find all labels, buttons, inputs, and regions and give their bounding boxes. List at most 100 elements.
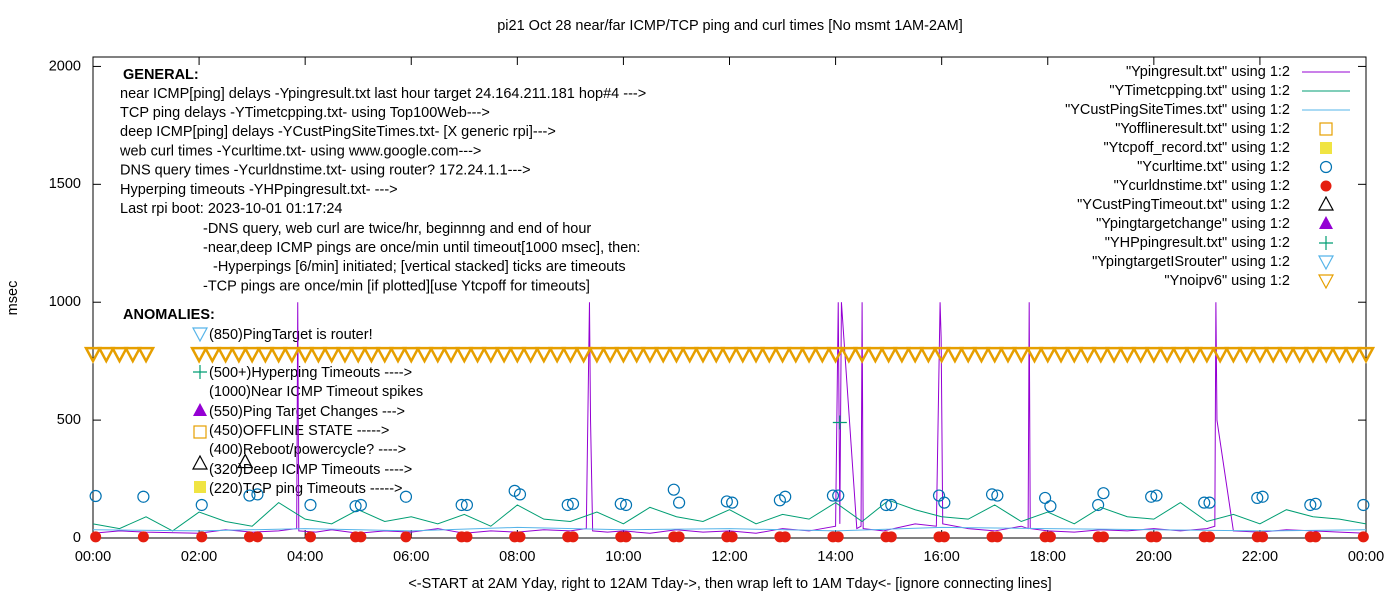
series — [237, 453, 254, 469]
legend: "Ypingresult.txt" using 1:2 "YTimetcpping… — [1065, 64, 1350, 290]
data-point — [693, 346, 713, 364]
legend-swatch — [1320, 180, 1332, 192]
data-point — [680, 346, 699, 364]
annotation: (550)Ping Target Changes ---> — [209, 404, 405, 420]
data-line — [92, 499, 1367, 532]
data-point — [1357, 531, 1369, 543]
annotation: -Hyperpings [6/min] initiated; [vertical… — [213, 259, 626, 275]
legend-swatch — [1320, 142, 1332, 154]
data-point — [826, 346, 845, 364]
data-point — [1012, 346, 1031, 364]
data-point — [938, 496, 951, 509]
data-point — [726, 531, 738, 543]
data-point — [1330, 346, 1349, 364]
data-point — [1038, 491, 1052, 505]
x-tick-label: 00:00 — [1348, 549, 1384, 565]
x-axis-label: <-START at 2AM Yday, right to 12AM Tday-… — [408, 576, 1051, 592]
data-point — [919, 346, 938, 364]
data-point — [733, 346, 752, 364]
x-tick-label: 16:00 — [924, 549, 960, 565]
data-point — [932, 346, 951, 364]
annotation: (320)Deep ICMP Timeouts ----> — [209, 462, 412, 478]
data-point — [441, 346, 461, 364]
data-point — [839, 346, 858, 364]
data-point — [514, 531, 526, 543]
data-point — [866, 346, 885, 364]
legend-swatch — [1317, 195, 1335, 211]
chart-title: pi21 Oct 28 near/far ICMP/TCP ping and c… — [497, 18, 963, 34]
data-point — [654, 346, 673, 364]
data-point — [720, 346, 739, 364]
data-point — [574, 346, 593, 364]
data-point — [455, 498, 468, 512]
data-point — [309, 346, 328, 364]
y-tick-label: 2000 — [49, 58, 81, 74]
data-point — [667, 346, 686, 364]
data-point — [256, 346, 275, 364]
legend-label: "Ycurldnstime.txt" using 1:2 — [1114, 178, 1290, 194]
data-point — [349, 500, 362, 513]
data-point — [216, 346, 235, 364]
data-point — [400, 531, 412, 543]
data-point — [243, 489, 256, 502]
data-point — [561, 346, 580, 364]
annotation: (850)PingTarget is router! — [209, 327, 373, 343]
annotation: near ICMP[ping] delays -Ypingresult.txt … — [120, 86, 646, 102]
data-point — [561, 498, 574, 512]
annotation: (400)Reboot/powercycle? ----> — [209, 442, 406, 458]
data-point — [89, 489, 102, 503]
annotation: DNS query times -Ycurldnstime.txt- using… — [120, 163, 531, 179]
data-point — [1277, 346, 1296, 364]
data-point — [945, 346, 965, 364]
data-point — [355, 531, 367, 543]
data-point — [1025, 346, 1044, 364]
data-point — [123, 346, 142, 364]
data-point — [1184, 346, 1203, 364]
legend-label: "YTimetcpping.txt" using 1:2 — [1109, 83, 1290, 99]
data-point — [726, 496, 739, 509]
data-point — [455, 346, 474, 364]
x-tick-label: 22:00 — [1242, 549, 1278, 565]
data-point — [1038, 346, 1057, 364]
x-tick-label: 20:00 — [1136, 549, 1172, 565]
legend-swatch — [1319, 236, 1333, 250]
data-point — [1197, 346, 1216, 364]
data-point — [1257, 531, 1269, 543]
data-point — [938, 531, 950, 543]
x-tick-label: 14:00 — [817, 549, 853, 565]
data-point — [195, 498, 208, 512]
data-point — [998, 346, 1018, 364]
data-point — [619, 498, 633, 512]
x-tick-label: 10:00 — [605, 549, 641, 565]
data-point — [826, 489, 840, 502]
annotation: -DNS query, web curl are twice/hr, begin… — [203, 221, 591, 237]
data-point — [136, 346, 156, 364]
x-tick-label: 04:00 — [287, 549, 323, 565]
data-point — [1044, 500, 1057, 513]
data-point — [548, 346, 567, 364]
data-line — [92, 526, 1367, 532]
y-tick-label: 1000 — [49, 294, 81, 310]
series — [89, 483, 1370, 513]
legend-swatch — [1317, 274, 1335, 290]
data-point — [779, 531, 791, 543]
data-point — [746, 346, 766, 364]
data-point — [521, 346, 540, 364]
data-point — [428, 346, 447, 364]
annotation: web curl times -Ycurltime.txt- using www… — [119, 143, 481, 159]
data-point — [832, 531, 844, 543]
legend-label: "Yofflineresult.txt" using 1:2 — [1115, 121, 1290, 137]
data-point — [906, 346, 925, 364]
icon-tcp-timeout — [194, 481, 206, 493]
series — [92, 499, 1367, 532]
legend-label: "Ypingtargetchange" using 1:2 — [1096, 216, 1290, 232]
x-tick-label: 02:00 — [181, 549, 217, 565]
data-point — [1131, 346, 1150, 364]
data-point — [640, 346, 660, 364]
data-point — [991, 531, 1003, 543]
data-point — [567, 531, 579, 543]
data-point — [959, 346, 978, 364]
data-point — [972, 346, 991, 364]
data-point — [508, 346, 527, 364]
